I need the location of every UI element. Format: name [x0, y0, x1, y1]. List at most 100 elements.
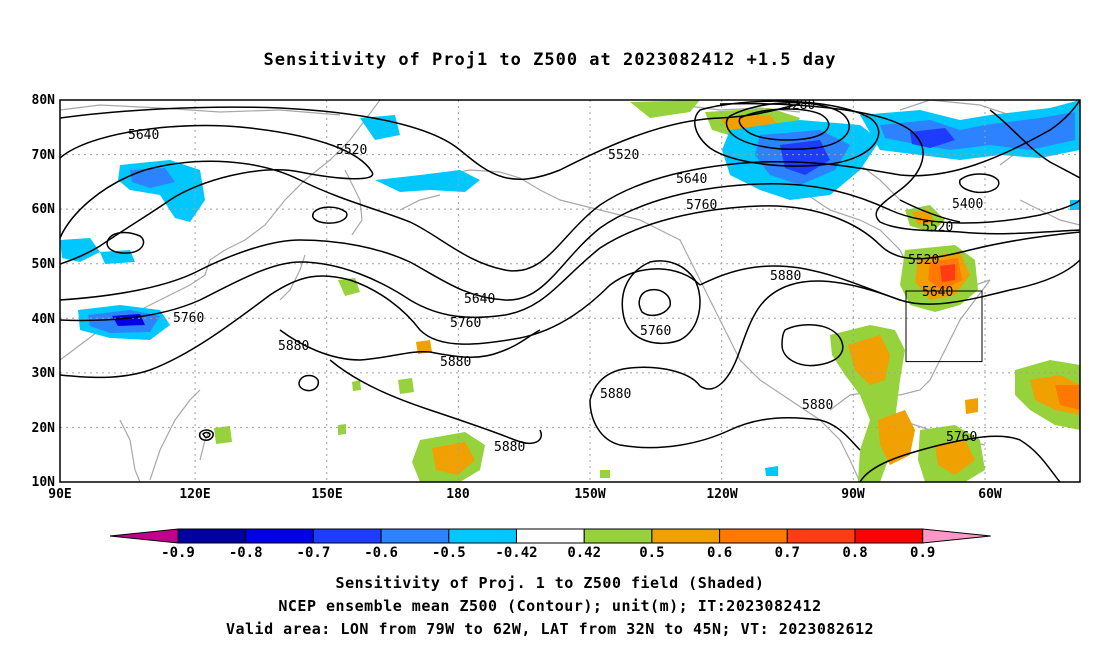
lon-label: 150W: [574, 487, 605, 502]
contour-line: [202, 431, 211, 439]
contour-line: [719, 102, 1080, 235]
lat-label: 70N: [32, 148, 56, 163]
lon-label: 120E: [179, 487, 210, 502]
contour-line: [60, 100, 1080, 272]
contour-label-group: 5640 5520 5760 5880 5880 5640 5760 5880 …: [128, 98, 983, 455]
contour-line: [781, 324, 844, 367]
contour-line: [989, 109, 1080, 179]
contour-line: [738, 108, 830, 141]
contour-label: 5520: [608, 148, 639, 163]
colorbar-under-triangle: [109, 528, 179, 544]
contour-line: [725, 101, 851, 150]
contour-label: 5520: [908, 253, 939, 268]
negative-sensitivity: [60, 100, 1080, 476]
contour-line: [198, 429, 214, 441]
plot-frame: [59, 99, 1081, 483]
lat-label: 20N: [32, 421, 56, 436]
colorbar-tick-label: -0.7: [297, 545, 331, 561]
lat-label: 60N: [32, 202, 56, 217]
contour-label: 5880: [802, 398, 833, 413]
colorbar-bin: [177, 528, 247, 544]
contour-label: 5640: [128, 128, 159, 143]
contour-label: 5760: [450, 316, 481, 331]
colorbar-tick-label: -0.6: [364, 545, 398, 561]
colorbar-tick-label: 0.7: [775, 545, 800, 561]
contour-line: [60, 103, 801, 180]
contour-line: [60, 205, 1080, 322]
lat-label: 50N: [32, 257, 56, 272]
contour-line: [279, 329, 541, 361]
contour-label: 5880: [440, 355, 471, 370]
lat-label: 80N: [32, 93, 56, 108]
colorbar-bin: [583, 528, 653, 544]
z500-contours: [60, 100, 1080, 482]
colorbar-tick-label: -0.8: [229, 545, 263, 561]
colorbar-bin: [245, 528, 314, 544]
lon-label: 150E: [311, 487, 342, 502]
contour-line: [329, 359, 542, 444]
colorbar-tick-label: 0.9: [910, 545, 935, 561]
contour-line: [589, 280, 901, 401]
contour-line: [312, 206, 348, 224]
latitude-axis: 80N 70N 60N 50N 40N 30N 20N 10N: [32, 93, 56, 490]
contour-label: 5640: [676, 172, 707, 187]
contour-label: 5880: [278, 339, 309, 354]
contour-line: [589, 399, 861, 451]
contour-label: 5760: [173, 311, 204, 326]
lon-label: 180: [446, 487, 470, 502]
caption-shaded: Sensitivity of Proj. 1 to Z500 field (Sh…: [335, 574, 765, 592]
colorbar-bin: [448, 528, 517, 544]
contour-line: [958, 173, 1000, 194]
contour-label: 5640: [922, 285, 953, 300]
colorbar-over-triangle: [922, 528, 991, 544]
lat-label: 30N: [32, 366, 56, 381]
lon-label: 90E: [48, 487, 71, 502]
colorbar-tick-label: -0.42: [495, 545, 537, 561]
lon-label: 120W: [706, 487, 737, 502]
colorbar-bin: [380, 528, 450, 544]
contour-label: 5760: [946, 430, 977, 445]
valid-area-box: [905, 290, 983, 363]
colorbar-tick-label: -0.5: [432, 545, 466, 561]
colorbar-tick-label: 0.5: [639, 545, 664, 561]
contour-label: 5880: [600, 387, 631, 402]
contour-label: 5400: [952, 197, 983, 212]
contour-label: 5760: [640, 324, 671, 339]
contour-label: 5880: [770, 269, 801, 284]
contour-line: [60, 268, 701, 379]
contour-label: 5640: [464, 292, 495, 307]
contour-line: [298, 374, 320, 392]
contour-line: [638, 288, 671, 317]
contour-line: [694, 100, 880, 167]
colorbar-bin: [719, 528, 788, 544]
lat-label: 10N: [32, 475, 56, 490]
contour-label: 5760: [686, 198, 717, 213]
lon-label: 90W: [841, 487, 865, 502]
colorbar-tick-label: 0.8: [842, 545, 867, 561]
colorbar-bin: [516, 528, 585, 544]
colorbar-bin: [854, 528, 924, 544]
contour-label: 5520: [922, 220, 953, 235]
contour-label: 5280: [784, 98, 815, 113]
contour-line: [106, 231, 145, 254]
contour-line: [60, 183, 1080, 301]
colorbar-bin: [312, 528, 382, 544]
lon-label: 60W: [978, 487, 1002, 502]
contour-label: 5880: [494, 440, 525, 455]
colorbar-bin: [786, 528, 856, 544]
contour-label: 5520: [336, 143, 367, 158]
contour-line: [621, 260, 701, 344]
contour-line: [899, 199, 961, 223]
colorbar: -0.9 -0.8 -0.7 -0.6 -0.5 -0.42 0.42 0.5 0.6 0.7 0.…: [109, 528, 991, 561]
figure-title: Sensitivity of Proj1 to Z500 at 20230824…: [263, 50, 837, 70]
plot-area: 5640 5520 5760 5880 5880 5640 5760 5880 …: [60, 98, 1080, 482]
colorbar-tick-label: 0.6: [707, 545, 732, 561]
longitude-axis: 90E 120E 150E 180 150W 120W 90W 60W: [48, 487, 1002, 502]
caption-valid-area: Valid area: LON from 79W to 62W, LAT fro…: [225, 620, 875, 638]
colorbar-tick-label: 0.42: [567, 545, 601, 561]
colorbar-bin: [651, 528, 721, 544]
lat-label: 40N: [32, 312, 56, 327]
contour-line: [699, 259, 1080, 305]
contour-line: [859, 435, 1061, 482]
colorbar-tick-label: -0.9: [161, 545, 195, 561]
